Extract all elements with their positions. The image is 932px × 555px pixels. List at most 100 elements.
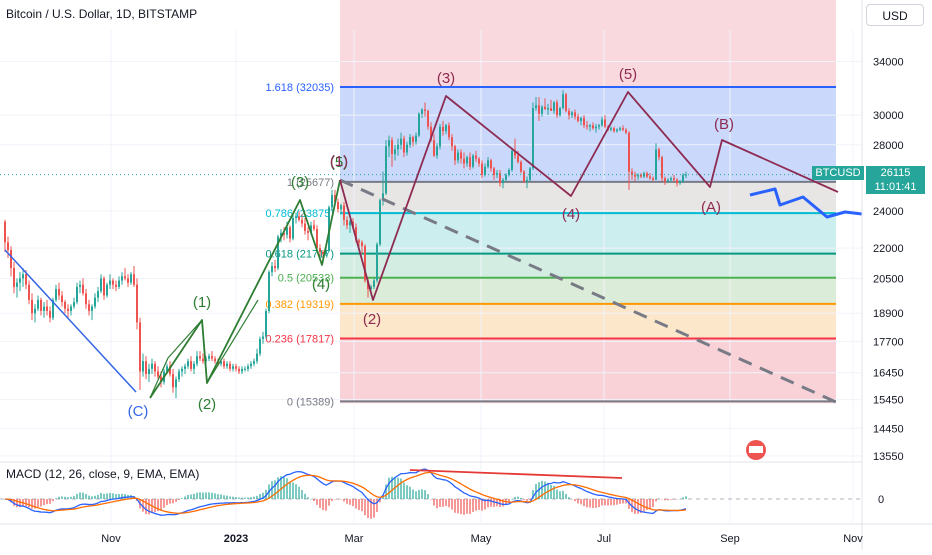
candle-body <box>250 363 252 367</box>
candle-body <box>40 299 42 311</box>
candle-body <box>508 169 510 175</box>
macd-histogram-bar <box>157 499 159 512</box>
macd-histogram-bar <box>448 499 450 508</box>
candle-body <box>172 374 174 388</box>
candle-body <box>568 110 570 116</box>
macd-histogram-bar <box>673 499 675 500</box>
macd-histogram-bar <box>400 478 402 499</box>
candle-body <box>553 102 555 111</box>
candle-body <box>199 356 201 359</box>
green-channel-line <box>149 299 259 399</box>
macd-histogram-bar <box>217 494 219 499</box>
candle-body <box>502 179 504 184</box>
candle-body <box>313 225 315 230</box>
candle-body <box>538 105 540 114</box>
candle-body <box>319 248 321 253</box>
currency-button[interactable]: USD <box>866 4 924 26</box>
y-tick-label: 20500 <box>873 273 904 285</box>
macd-histogram-bar <box>619 499 621 504</box>
candle-body <box>457 152 459 161</box>
candle-body <box>481 163 483 175</box>
macd-histogram-bar <box>607 499 609 506</box>
wave-label: (5) <box>330 154 348 171</box>
candle-body <box>127 278 129 283</box>
y-tick-label: 28000 <box>873 140 904 152</box>
macd-histogram-bar <box>670 499 672 500</box>
macd-histogram-bar <box>259 493 261 499</box>
y-tick-label: 34000 <box>873 57 904 69</box>
fib-level-label: 0 (15389) <box>287 396 334 408</box>
candle-body <box>649 176 651 179</box>
macd-histogram-bar <box>250 497 252 499</box>
macd-histogram-bar <box>226 495 228 499</box>
candle-body <box>19 278 21 283</box>
candle-body <box>610 128 612 130</box>
candle-body <box>640 174 642 177</box>
candle-body <box>25 274 27 285</box>
macd-histogram-bar <box>574 499 576 502</box>
candle-body <box>289 227 291 239</box>
macd-histogram-bar <box>358 499 360 511</box>
candle-body <box>421 109 423 114</box>
macd-histogram-bar <box>577 499 579 504</box>
macd-histogram-bar <box>112 493 114 499</box>
candle-body <box>634 174 636 177</box>
candle-body <box>154 363 156 372</box>
macd-histogram-bar <box>301 489 303 499</box>
candle-body <box>322 252 324 255</box>
candle-body <box>169 366 171 375</box>
macd-histogram-bar <box>349 499 351 505</box>
wave-label: (2) <box>363 311 381 328</box>
candle-body <box>571 112 573 116</box>
macd-histogram-bar <box>169 499 171 504</box>
macd-histogram-bar <box>373 499 375 518</box>
macd-histogram-bar <box>676 499 678 500</box>
candle-body <box>460 152 462 159</box>
macd-histogram-bar <box>316 499 318 505</box>
candle-body <box>295 216 297 219</box>
macd-histogram-bar <box>643 499 645 512</box>
candle-body <box>358 240 360 243</box>
candle-body <box>409 137 411 145</box>
candle-body <box>379 200 381 245</box>
macd-histogram-bar <box>454 499 456 513</box>
candle-body <box>343 205 345 220</box>
candle-body <box>259 338 261 354</box>
x-tick-label: Nov <box>843 533 863 545</box>
macd-histogram-bar <box>439 499 441 507</box>
candle-body <box>235 366 237 369</box>
macd-histogram-bar <box>460 499 462 515</box>
macd-histogram-bar <box>307 497 309 499</box>
macd-histogram-bar <box>403 482 405 499</box>
macd-histogram-bar <box>25 499 27 507</box>
candle-body <box>160 376 162 382</box>
macd-histogram-bar <box>655 499 657 502</box>
candle-body <box>238 368 240 372</box>
candle-body <box>67 308 69 311</box>
y-tick-label: 16450 <box>873 368 904 380</box>
candle-body <box>463 158 465 164</box>
candle-body <box>277 236 279 269</box>
candle-body <box>265 310 267 337</box>
macd-histogram-bar <box>625 499 627 504</box>
macd-histogram-bar <box>160 499 162 511</box>
macd-histogram-bar <box>211 492 213 499</box>
candle-body <box>316 229 318 249</box>
macd-histogram-bar <box>304 493 306 499</box>
macd-histogram-bar <box>622 499 624 504</box>
candle-body <box>82 284 84 294</box>
candle-body <box>520 161 522 172</box>
candle-body <box>517 155 519 162</box>
y-tick-label: 22000 <box>873 243 904 255</box>
macd-histogram-bar <box>499 499 501 507</box>
candle-body <box>670 178 672 180</box>
macd-histogram-bar <box>16 499 18 508</box>
macd-histogram-bar <box>388 477 390 499</box>
candle-body <box>625 129 627 133</box>
macd-histogram-bar <box>223 495 225 499</box>
macd-histogram-bar <box>502 499 504 507</box>
candle-body <box>208 356 210 359</box>
macd-histogram-bar <box>142 499 144 512</box>
candle-body <box>190 361 192 369</box>
